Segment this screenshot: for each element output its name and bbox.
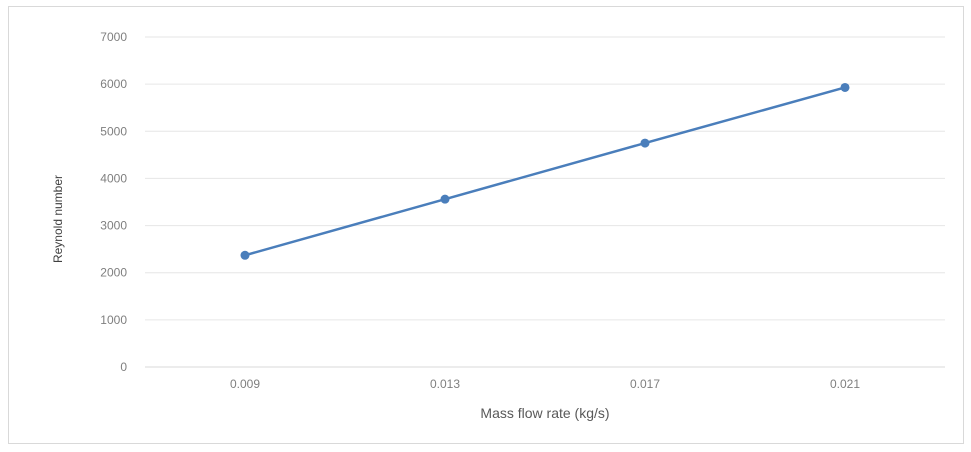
- data-point: [640, 138, 650, 148]
- y-axis-title: Reynold number: [51, 175, 65, 263]
- chart-frame: [8, 6, 964, 444]
- y-tick-label: 4000: [100, 171, 127, 185]
- y-tick-label: 7000: [100, 30, 127, 44]
- y-tick-label: 3000: [100, 219, 127, 233]
- series-group: [240, 82, 850, 260]
- x-axis-title: Mass flow rate (kg/s): [480, 405, 609, 421]
- y-tick-label: 2000: [100, 266, 127, 280]
- series-line: [244, 86, 846, 257]
- y-tick-label: 5000: [100, 124, 127, 138]
- x-tick-label: 0.021: [830, 377, 860, 391]
- data-point: [840, 82, 850, 92]
- data-point: [240, 250, 250, 260]
- x-tick-label: 0.017: [630, 377, 660, 391]
- y-tick-label: 0: [120, 360, 127, 374]
- y-tick-label: 1000: [100, 313, 127, 327]
- y-tick-labels: 0 1000 2000 3000 4000 5000 6000 7000: [100, 30, 127, 374]
- data-point: [440, 194, 450, 204]
- x-tick-labels: 0.009 0.013 0.017 0.021: [230, 377, 860, 391]
- x-tick-label: 0.013: [430, 377, 460, 391]
- x-tick-label: 0.009: [230, 377, 260, 391]
- gridlines: [145, 36, 945, 321]
- y-tick-label: 6000: [100, 77, 127, 91]
